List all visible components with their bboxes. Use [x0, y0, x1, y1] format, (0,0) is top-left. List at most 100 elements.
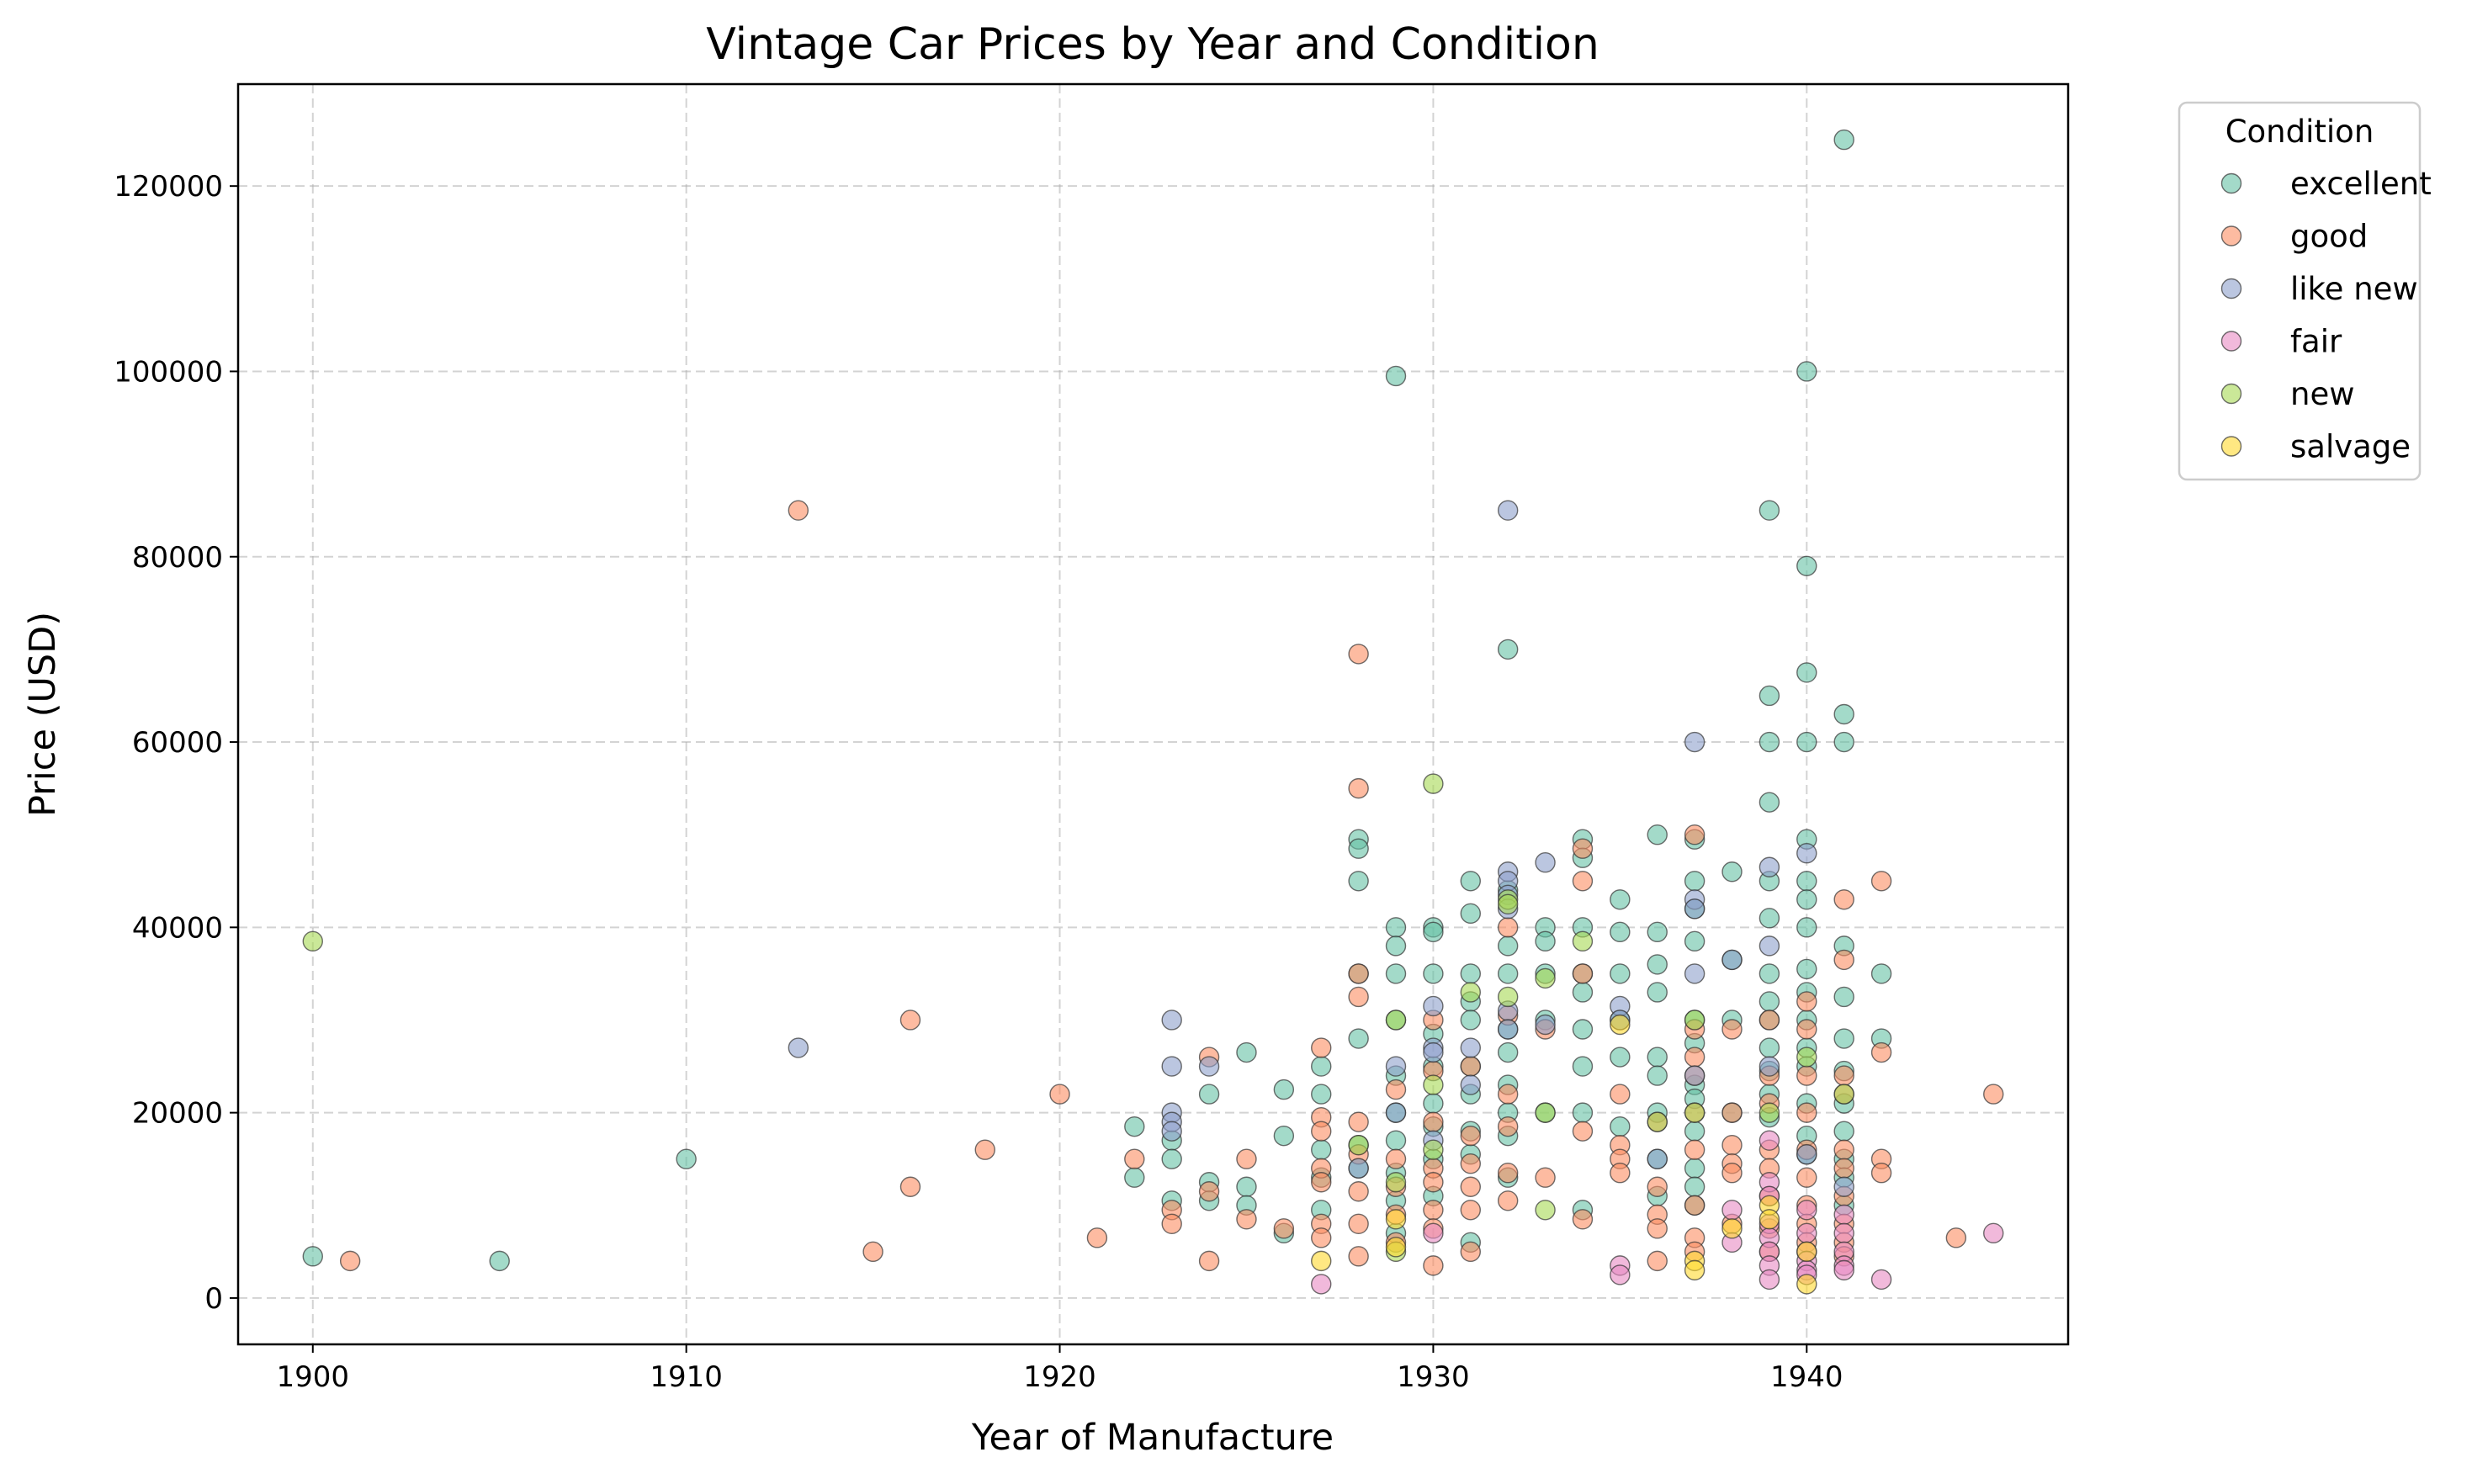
data-point	[1311, 1172, 1332, 1193]
data-point	[1572, 871, 1594, 892]
data-point	[1796, 1065, 1817, 1086]
data-point	[489, 1250, 510, 1272]
data-point	[1759, 1269, 1780, 1291]
x-axis-label: Year of Manufacture	[971, 1417, 1334, 1459]
data-point	[1423, 963, 1444, 984]
data-point	[1236, 1176, 1257, 1197]
data-point	[1460, 1074, 1481, 1095]
data-point	[1198, 1181, 1220, 1202]
data-point	[1460, 903, 1481, 925]
y-tick-label: 120000	[114, 170, 223, 204]
data-point	[1833, 1176, 1854, 1197]
data-point	[1870, 1269, 1892, 1291]
data-point	[1833, 1121, 1854, 1142]
data-point	[1610, 963, 1631, 984]
data-point	[1796, 871, 1817, 892]
data-point	[1423, 1074, 1444, 1095]
data-point	[1610, 921, 1631, 943]
data-point	[1572, 982, 1594, 1003]
data-point	[1348, 986, 1369, 1008]
data-point	[1684, 1121, 1706, 1142]
data-point	[302, 1246, 323, 1267]
data-point	[1423, 921, 1444, 943]
data-point	[1311, 1227, 1332, 1248]
data-point	[1796, 889, 1817, 910]
data-point	[1721, 861, 1743, 882]
data-point	[1161, 1148, 1182, 1169]
data-point	[1572, 1056, 1594, 1077]
data-point	[1348, 1181, 1369, 1202]
data-point	[1759, 1010, 1780, 1031]
data-point	[1273, 1218, 1295, 1239]
data-point	[1198, 1084, 1220, 1105]
data-point	[1684, 1139, 1706, 1160]
data-point	[1759, 991, 1780, 1012]
data-point	[1647, 1047, 1668, 1068]
data-point	[1423, 995, 1444, 1017]
data-point	[1348, 838, 1369, 859]
x-tick-label: 1920	[1023, 1360, 1096, 1394]
data-point	[1610, 889, 1631, 910]
legend-label: like new	[2290, 271, 2418, 307]
data-point	[1423, 773, 1444, 794]
data-point	[1833, 1065, 1854, 1086]
series-salvage	[1311, 1014, 1817, 1295]
data-point	[1983, 1222, 2004, 1244]
data-point	[1833, 889, 1854, 910]
data-point	[339, 1250, 361, 1272]
data-point	[1460, 871, 1481, 892]
data-point	[1684, 898, 1706, 920]
data-point	[1759, 500, 1780, 521]
data-point	[1497, 986, 1519, 1008]
data-point	[1086, 1227, 1108, 1248]
y-tick-label: 60000	[132, 726, 223, 760]
data-point	[1535, 1200, 1556, 1221]
y-tick-label: 40000	[132, 911, 223, 945]
data-point	[1572, 1102, 1594, 1123]
data-point	[1721, 1102, 1743, 1123]
data-point	[1759, 908, 1780, 929]
data-point	[1049, 1084, 1070, 1105]
data-point	[1497, 893, 1519, 915]
data-point	[1647, 1148, 1668, 1169]
data-point	[899, 1010, 921, 1031]
data-point	[1684, 1158, 1706, 1179]
data-point	[1870, 871, 1892, 892]
data-point	[788, 1037, 809, 1058]
data-point	[1236, 1041, 1257, 1063]
data-point	[1198, 1056, 1220, 1077]
data-point	[1759, 1056, 1780, 1077]
data-point	[1796, 731, 1817, 753]
data-point	[1460, 1241, 1481, 1263]
data-point	[1273, 1125, 1295, 1147]
data-point	[1460, 1056, 1481, 1077]
data-point	[1610, 1014, 1631, 1036]
data-point	[1721, 1200, 1743, 1221]
data-point	[1647, 1176, 1668, 1197]
data-point	[1385, 1056, 1407, 1077]
data-point	[1684, 1102, 1706, 1123]
data-point	[1348, 1158, 1369, 1179]
data-point	[1535, 1102, 1556, 1123]
data-point	[1497, 1041, 1519, 1063]
data-point	[1684, 1176, 1706, 1197]
data-point	[1497, 917, 1519, 938]
x-tick-label: 1910	[650, 1360, 723, 1394]
x-tick-label: 1930	[1397, 1360, 1470, 1394]
data-point	[1497, 1019, 1519, 1040]
legend-label: salvage	[2290, 429, 2411, 465]
axis-ticks: 1900 1910 1920 1930 1940 0 20000 40000 60000 8000…	[114, 170, 1843, 1394]
data-point	[1870, 1163, 1892, 1184]
data-point	[899, 1176, 921, 1197]
data-point	[1833, 1158, 1854, 1179]
data-point	[1497, 1084, 1519, 1105]
data-point	[1348, 871, 1369, 892]
data-point	[1721, 949, 1743, 971]
data-point	[1684, 824, 1706, 845]
x-tick-label: 1940	[1770, 1360, 1843, 1394]
data-point	[1423, 1111, 1444, 1132]
data-point	[1833, 1259, 1854, 1281]
data-point	[1423, 1041, 1444, 1063]
data-point	[1684, 1195, 1706, 1216]
data-point	[1870, 963, 1892, 984]
